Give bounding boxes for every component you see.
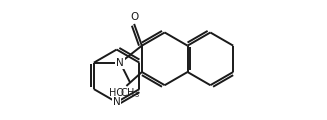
Text: N: N bbox=[113, 97, 121, 107]
Text: N: N bbox=[116, 58, 124, 68]
Text: O: O bbox=[130, 12, 138, 22]
Text: HO: HO bbox=[109, 87, 124, 98]
Text: CH$_3$: CH$_3$ bbox=[120, 86, 140, 100]
